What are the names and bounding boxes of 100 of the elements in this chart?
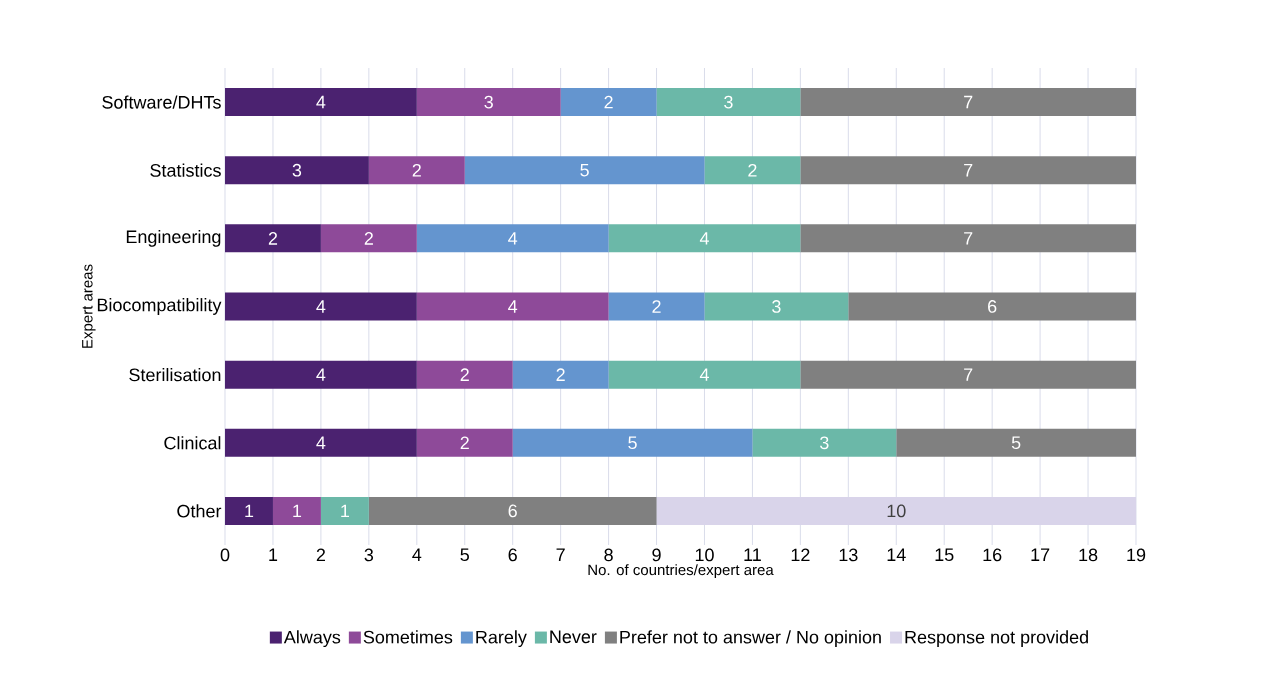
data-label: 5	[1011, 436, 1021, 450]
legend-label: Rarely	[476, 630, 527, 648]
data-label: 6	[508, 504, 517, 518]
bar	[416, 292, 609, 321]
bar	[368, 156, 465, 185]
data-label: 1	[341, 504, 349, 518]
data-label: 2	[364, 232, 373, 245]
y-tick-label: Clinical	[164, 436, 221, 450]
x-tick-label: 5	[460, 548, 469, 562]
legend-label: Never	[550, 630, 597, 644]
data-label: 7	[964, 368, 973, 381]
data-label: 2	[748, 163, 757, 177]
bar	[608, 360, 801, 389]
bar	[464, 156, 705, 185]
y-axis-title: Expert areas	[82, 264, 96, 348]
bar	[512, 428, 753, 457]
bar	[608, 292, 705, 321]
data-label: 2	[652, 300, 661, 313]
data-label: 3	[484, 95, 493, 109]
x-tick-label: 14	[887, 548, 906, 561]
x-tick-label: 3	[364, 548, 374, 562]
data-label: 1	[245, 504, 254, 518]
x-tick-label: 16	[983, 548, 1002, 562]
y-tick-label: Sterilisation	[129, 368, 221, 382]
bar	[225, 360, 417, 389]
x-tick-label: 1	[269, 548, 278, 561]
bar	[800, 156, 1136, 185]
x-tick-label: 13	[839, 548, 858, 562]
x-tick-label: 6	[508, 548, 517, 562]
bar	[368, 496, 657, 525]
data-label: 3	[772, 300, 781, 313]
data-label: 7	[964, 232, 973, 245]
data-label: 7	[964, 164, 973, 177]
bar	[752, 428, 897, 457]
data-label: 4	[316, 368, 326, 381]
bar	[320, 496, 369, 525]
data-label: 4	[699, 368, 709, 381]
bar	[512, 360, 609, 389]
data-label: 2	[412, 163, 421, 177]
x-axis-title: No. of countries/expert area	[588, 564, 774, 579]
data-label: 5	[628, 436, 637, 450]
x-tick-label: 11	[744, 548, 761, 561]
x-tick-label: 7	[556, 548, 565, 561]
x-tick-label: 9	[652, 548, 661, 562]
bar	[608, 224, 801, 253]
y-tick-label: Other	[177, 504, 222, 518]
bar	[800, 224, 1136, 253]
bar	[225, 224, 321, 253]
y-tick-label: Engineering	[126, 229, 221, 247]
data-label: 7	[964, 95, 973, 109]
bar	[896, 428, 1136, 457]
bar	[225, 496, 273, 525]
data-label: 10	[887, 504, 906, 518]
bar	[704, 292, 849, 321]
bar	[416, 428, 513, 457]
data-label: 4	[316, 95, 326, 109]
data-label: 6	[988, 300, 997, 313]
x-tick-label: 15	[935, 548, 954, 562]
data-label: 2	[556, 368, 565, 381]
legend-label: Sometimes	[363, 630, 453, 644]
bar	[656, 88, 801, 117]
y-tick-label: Biocompatibility	[97, 298, 222, 315]
legend-label: Prefer not to answer / No opinion	[620, 630, 881, 648]
data-label: 2	[268, 232, 278, 245]
x-tick-label: 10	[695, 548, 714, 562]
data-label: 2	[460, 436, 469, 450]
data-label: 2	[604, 95, 613, 109]
x-tick-label: 19	[1127, 548, 1146, 562]
bar	[416, 360, 513, 389]
data-label: 4	[699, 232, 709, 245]
bar	[704, 156, 801, 185]
data-label: 4	[316, 300, 326, 313]
data-label: 4	[508, 232, 518, 245]
bar	[416, 224, 609, 253]
bar	[225, 428, 417, 457]
bar	[225, 156, 369, 185]
x-tick-label: 2	[316, 548, 326, 562]
bar	[848, 292, 1136, 321]
bar	[560, 88, 657, 117]
y-tick-label: Software/DHTs	[102, 95, 221, 109]
data-label: 2	[460, 368, 469, 381]
data-label: 4	[316, 436, 326, 449]
data-label: 4	[508, 300, 518, 313]
x-tick-label: 12	[791, 548, 810, 562]
x-tick-label: 17	[1031, 548, 1050, 561]
data-label: 3	[820, 436, 829, 450]
bar	[800, 360, 1136, 389]
x-tick-label: 0	[220, 548, 230, 562]
bar	[320, 224, 417, 253]
y-tick-label: Statistics	[150, 163, 221, 177]
legend-label: Response not provided	[905, 630, 1088, 648]
bar	[225, 292, 417, 321]
x-tick-label: 8	[604, 548, 613, 562]
legend-label: Always	[283, 630, 341, 648]
bar	[225, 88, 417, 117]
x-tick-label: 4	[412, 548, 422, 561]
data-label: 5	[580, 163, 589, 177]
bar	[272, 496, 321, 525]
data-label: 3	[292, 163, 302, 177]
bar	[800, 88, 1136, 117]
